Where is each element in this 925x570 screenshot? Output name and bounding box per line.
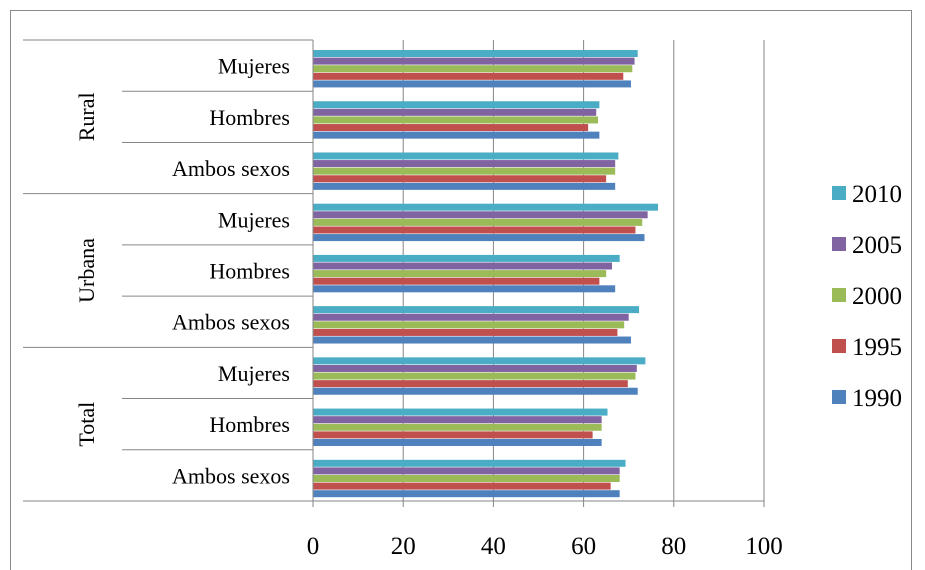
bar-total-mujeres-1995 xyxy=(313,380,628,388)
bar-rural-ambos-sexos-1990 xyxy=(313,182,616,190)
bar-urbana-hombres-1990 xyxy=(313,285,616,293)
bar-total-hombres-1995 xyxy=(313,431,593,439)
bar-total-hombres-2010 xyxy=(313,408,608,416)
group-label-rural: Rural xyxy=(74,92,99,141)
bar-urbana-mujeres-2010 xyxy=(313,203,659,211)
bar-urbana-hombres-1995 xyxy=(313,277,600,285)
bar-urbana-hombres-2010 xyxy=(313,254,620,262)
bar-rural-ambos-sexos-2005 xyxy=(313,160,616,168)
bar-urbana-hombres-2000 xyxy=(313,270,607,278)
bar-rural-mujeres-2000 xyxy=(313,65,633,73)
category-label-rural-ambos-sexos: Ambos sexos xyxy=(172,156,290,181)
bar-total-mujeres-1990 xyxy=(313,387,638,395)
category-label-total-mujeres: Mujeres xyxy=(218,361,290,386)
bar-urbana-ambos-sexos-1995 xyxy=(313,328,618,336)
legend-label-1990: 1990 xyxy=(852,385,902,412)
bar-total-mujeres-2000 xyxy=(313,372,636,380)
x-tick-label-20: 20 xyxy=(391,533,416,560)
x-tick-label-100: 100 xyxy=(745,533,783,560)
bar-urbana-ambos-sexos-1990 xyxy=(313,336,631,344)
legend-swatch-2005 xyxy=(832,237,846,251)
chart-frame xyxy=(10,10,912,570)
legend-label-2005: 2005 xyxy=(852,232,902,259)
bar-urbana-ambos-sexos-2000 xyxy=(313,321,625,329)
bar-rural-hombres-1990 xyxy=(313,131,600,139)
category-label-urbana-mujeres: Mujeres xyxy=(218,207,290,232)
bar-total-hombres-2000 xyxy=(313,423,602,431)
category-label-urbana-ambos-sexos: Ambos sexos xyxy=(172,310,290,335)
legend-swatch-2010 xyxy=(832,186,846,200)
x-tick-label-60: 60 xyxy=(571,533,596,560)
bar-urbana-mujeres-1990 xyxy=(313,234,645,242)
x-tick-label-40: 40 xyxy=(481,533,506,560)
x-tick-label-0: 0 xyxy=(307,533,320,560)
bar-total-ambos-sexos-1990 xyxy=(313,490,620,498)
category-label-rural-hombres: Hombres xyxy=(209,105,290,130)
category-label-total-ambos-sexos: Ambos sexos xyxy=(172,463,290,488)
category-label-urbana-hombres: Hombres xyxy=(209,259,290,284)
bar-rural-mujeres-2010 xyxy=(313,50,638,58)
legend-label-2010: 2010 xyxy=(852,181,902,208)
bar-total-ambos-sexos-2005 xyxy=(313,467,620,475)
category-label-total-hombres: Hombres xyxy=(209,412,290,437)
bar-total-ambos-sexos-2000 xyxy=(313,475,620,482)
bar-rural-mujeres-1990 xyxy=(313,80,631,88)
bar-urbana-ambos-sexos-2010 xyxy=(313,306,640,314)
legend-swatch-1990 xyxy=(832,390,846,404)
bar-total-mujeres-2010 xyxy=(313,357,646,365)
bar-rural-ambos-sexos-2000 xyxy=(313,167,616,175)
bar-rural-ambos-sexos-2010 xyxy=(313,152,619,160)
group-label-urbana: Urbana xyxy=(74,238,99,303)
legend-swatch-1995 xyxy=(832,339,846,353)
bar-urbana-ambos-sexos-2005 xyxy=(313,313,629,321)
bar-total-hombres-2005 xyxy=(313,416,602,424)
bar-urbana-hombres-2005 xyxy=(313,262,613,270)
bar-rural-hombres-2010 xyxy=(313,101,600,109)
bar-rural-hombres-2005 xyxy=(313,108,597,116)
legend-label-2000: 2000 xyxy=(852,283,902,310)
bar-total-ambos-sexos-2010 xyxy=(313,459,626,467)
group-label-total: Total xyxy=(74,402,99,447)
legend-swatch-2000 xyxy=(832,288,846,302)
bar-total-ambos-sexos-1995 xyxy=(313,482,611,490)
bar-rural-hombres-2000 xyxy=(313,116,599,124)
bar-urbana-mujeres-1995 xyxy=(313,226,636,234)
bar-urbana-mujeres-2000 xyxy=(313,218,643,226)
bar-rural-hombres-1995 xyxy=(313,124,589,132)
legend-label-1995: 1995 xyxy=(852,334,902,361)
bar-total-mujeres-2005 xyxy=(313,364,637,372)
bar-rural-mujeres-2005 xyxy=(313,57,635,65)
bar-rural-mujeres-1995 xyxy=(313,72,624,80)
x-tick-label-80: 80 xyxy=(661,533,686,560)
bar-total-hombres-1990 xyxy=(313,438,602,446)
bar-rural-ambos-sexos-1995 xyxy=(313,175,607,183)
bar-urbana-mujeres-2005 xyxy=(313,211,648,219)
category-label-rural-mujeres: Mujeres xyxy=(218,54,290,79)
